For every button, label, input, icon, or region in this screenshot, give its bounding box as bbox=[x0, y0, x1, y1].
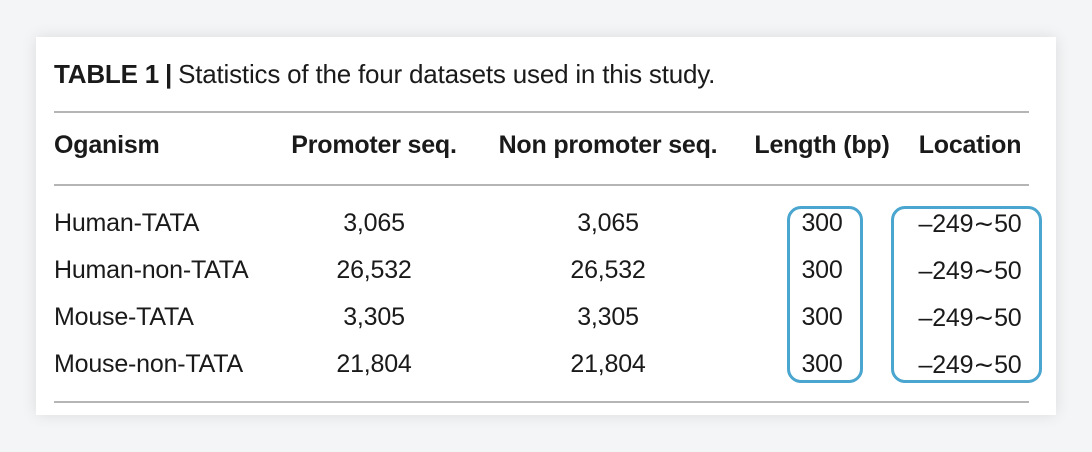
row-2-promoter: 26,532 bbox=[336, 256, 412, 284]
row-1-promoter: 3,065 bbox=[343, 209, 405, 237]
row-1-organism: Human-TATA bbox=[54, 209, 200, 237]
row-1-location: –249∼50 bbox=[918, 210, 1022, 238]
location-column-highlight bbox=[891, 206, 1042, 383]
row-4-promoter: 21,804 bbox=[336, 350, 412, 378]
row-4-organism: Mouse-non-TATA bbox=[54, 350, 243, 378]
row-2-length: 300 bbox=[801, 256, 843, 284]
row-3-non-promoter: 3,305 bbox=[577, 303, 639, 331]
header-organism: Oganism bbox=[54, 131, 160, 159]
row-1-non-promoter: 3,065 bbox=[577, 209, 639, 237]
caption-text: Statistics of the four datasets used in … bbox=[178, 59, 716, 89]
row-3-organism: Mouse-TATA bbox=[54, 303, 194, 331]
header-length: Length (bp) bbox=[754, 131, 890, 159]
row-3-location: –249∼50 bbox=[918, 304, 1022, 332]
row-2-non-promoter: 26,532 bbox=[570, 256, 646, 284]
row-4-non-promoter: 21,804 bbox=[570, 350, 646, 378]
length-column-highlight bbox=[787, 206, 863, 383]
row-1-length: 300 bbox=[801, 209, 843, 237]
row-4-location: –249∼50 bbox=[918, 351, 1022, 379]
top-rule bbox=[54, 111, 1029, 113]
header-promoter: Promoter seq. bbox=[291, 131, 457, 159]
bottom-rule bbox=[54, 401, 1029, 403]
header-non-promoter: Non promoter seq. bbox=[498, 131, 718, 159]
header-rule bbox=[54, 184, 1029, 186]
row-3-promoter: 3,305 bbox=[343, 303, 405, 331]
table-caption: TABLE 1 | Statistics of the four datasets … bbox=[54, 59, 715, 90]
caption-tag: TABLE 1 bbox=[54, 59, 160, 89]
table-card: TABLE 1 | Statistics of the four datasets … bbox=[36, 37, 1056, 415]
row-2-location: –249∼50 bbox=[918, 257, 1022, 285]
header-location: Location bbox=[918, 131, 1022, 159]
caption-separator: | bbox=[165, 59, 173, 89]
row-4-length: 300 bbox=[801, 350, 843, 378]
row-3-length: 300 bbox=[801, 303, 843, 331]
row-2-organism: Human-non-TATA bbox=[54, 256, 249, 284]
